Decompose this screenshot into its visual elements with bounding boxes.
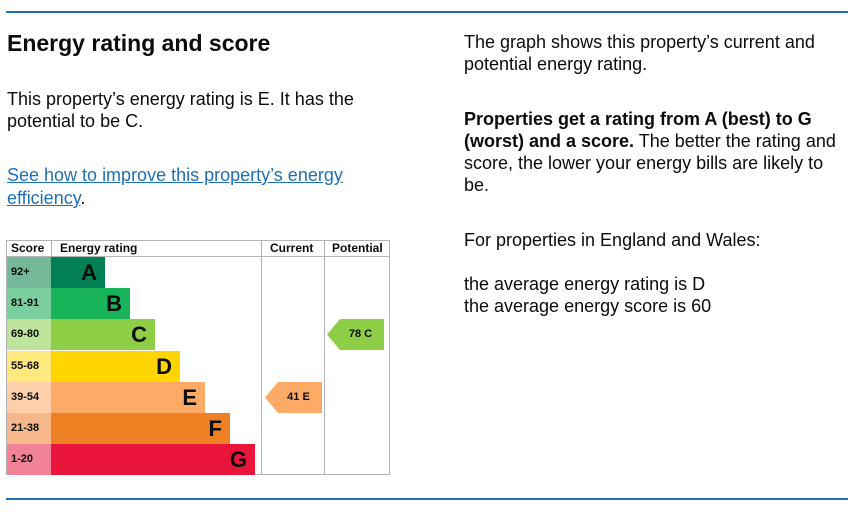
current-column-divider xyxy=(261,240,262,475)
header-score: Score xyxy=(11,241,45,255)
header-current: Current xyxy=(270,241,314,255)
band-bar-e: E xyxy=(51,381,205,413)
left-column: Energy rating and score This property’s … xyxy=(7,28,417,208)
rating-summary: This property’s energy rating is E. It h… xyxy=(7,88,407,132)
current-rating-marker-shape xyxy=(265,381,322,413)
potential-column-divider xyxy=(324,240,325,475)
band-letter-g: G xyxy=(229,447,247,473)
band-letter-d: D xyxy=(156,353,172,379)
average-rating: the average energy rating is D xyxy=(464,274,706,294)
energy-rating-chart: Score Energy rating Current Potential 92… xyxy=(6,240,390,476)
band-score-d: 55-68 xyxy=(7,350,51,382)
top-divider xyxy=(6,11,848,13)
rating-explanation-rest: The better the rating and score, the low… xyxy=(464,131,836,195)
potential-rating-marker: 78 C xyxy=(327,319,384,351)
graph-intro: The graph shows this property’s current … xyxy=(464,32,815,74)
band-bar-f: F xyxy=(51,413,230,444)
band-bar-g: G xyxy=(51,444,255,476)
band-letter-a: A xyxy=(81,260,97,285)
band-letter-b: B xyxy=(106,291,122,317)
band-score-b: 81-91 xyxy=(7,288,51,320)
potential-rating-letter: C xyxy=(125,111,139,131)
link-trailing: . xyxy=(80,188,86,208)
rating-explanation-bold: Properties get a rating from A (best) to… xyxy=(464,109,812,151)
band-bar-a: A xyxy=(51,257,105,288)
potential-rating-marker-shape xyxy=(327,319,384,351)
band-bar-d: D xyxy=(51,350,180,382)
summary-text-end: . xyxy=(138,111,144,131)
potential-rating-marker-label: 78 C xyxy=(348,328,373,341)
average-score: the average energy score is 60 xyxy=(464,296,712,316)
improve-link-paragraph: See how to improve this property’s energ… xyxy=(7,164,377,210)
band-score-f: 21-38 xyxy=(7,413,51,444)
header-divider xyxy=(6,256,390,257)
rating-explanation: Properties get a rating from A (best) to… xyxy=(464,108,844,196)
summary-text: This property’s energy rating is xyxy=(7,89,258,109)
current-rating-marker: 41 E xyxy=(265,381,322,413)
current-rating-letter: E xyxy=(257,89,270,109)
summary-text-middle: . It has the potential to be xyxy=(7,89,354,131)
bottom-divider xyxy=(6,498,848,500)
band-score-c: 69-80 xyxy=(7,319,51,351)
band-bar-b: B xyxy=(51,288,130,320)
improve-efficiency-link[interactable]: See how to improve this property’s energ… xyxy=(7,165,343,208)
current-rating-marker-label: 41 E xyxy=(287,390,310,403)
band-score-a: 92+ xyxy=(7,257,51,288)
band-score-e: 39-54 xyxy=(7,381,51,413)
band-letter-c: C xyxy=(131,322,147,348)
band-score-g: 1-20 xyxy=(7,444,51,476)
region-label: For properties in England and Wales: xyxy=(464,230,761,250)
band-bar-c: C xyxy=(51,319,155,351)
section-heading: Energy rating and score xyxy=(7,30,271,56)
header-potential: Potential xyxy=(332,241,383,255)
band-letter-f: F xyxy=(208,416,222,441)
band-letter-e: E xyxy=(182,384,197,410)
header-energy-rating: Energy rating xyxy=(60,241,138,255)
